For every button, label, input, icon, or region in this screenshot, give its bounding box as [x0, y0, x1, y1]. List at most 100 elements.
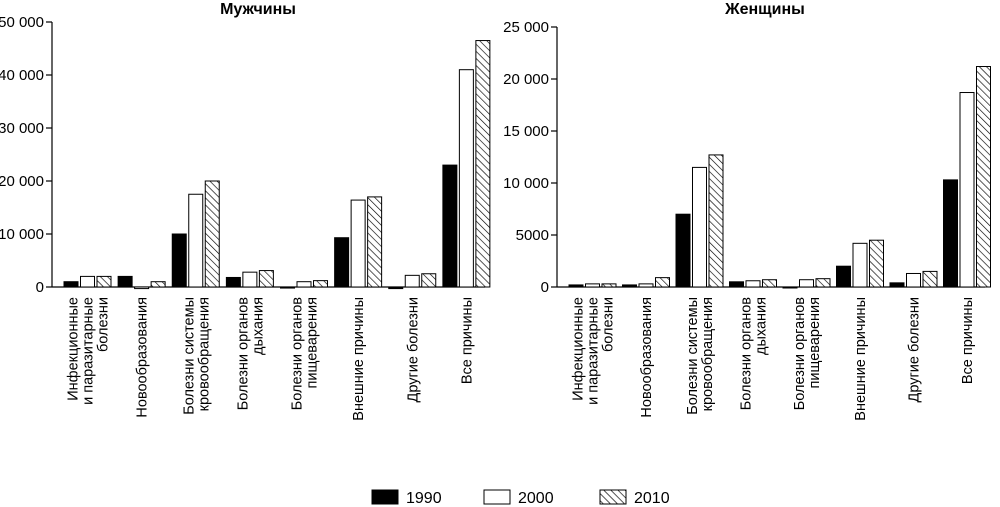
legend-swatch-2000: [483, 489, 511, 505]
men-y-tick-label: 10 000: [0, 226, 44, 243]
women-y-tick-label: 5000: [516, 227, 549, 244]
men-bar-2010: [204, 180, 220, 288]
women-y-tick-label: 0: [541, 279, 549, 296]
men-bar-2000: [404, 274, 420, 288]
legend-label-2010: 2010: [634, 490, 670, 507]
women-category-label: болезни: [601, 297, 617, 352]
men-bar-1990: [334, 237, 350, 288]
men-bar-2010: [96, 275, 112, 288]
women-category-label: Все причины: [960, 297, 976, 384]
women-category-label: и паразитарные: [586, 297, 602, 405]
women-bar-1990: [675, 213, 691, 288]
legend-swatch-1990: [371, 489, 399, 505]
men-bar-2000: [296, 281, 312, 288]
men-bar-2000: [134, 286, 150, 290]
men-bar-1990: [171, 233, 187, 288]
legend-item-2000: 2000: [483, 489, 554, 507]
women-bar-2010: [815, 278, 831, 288]
men-bar-1990: [63, 281, 79, 288]
men-bar-1990: [442, 164, 458, 288]
women-bar-2010: [869, 239, 884, 288]
women-bar-1990: [729, 281, 744, 288]
men-category-label: Болезни системы: [181, 297, 197, 415]
women-category-label: кровообращения: [700, 297, 716, 411]
legend-label-1990: 1990: [406, 490, 442, 507]
women-bar-1990: [943, 179, 958, 288]
men-category-label: Все причины: [459, 297, 475, 384]
women-bar-2000: [959, 92, 975, 288]
men-bar-2000: [80, 275, 95, 288]
men-category-label: Инфекционные: [66, 297, 82, 401]
women-category-label: Болезни системы: [685, 297, 701, 415]
women-bar-2010: [708, 154, 724, 288]
men-category-label: Внешние причины: [351, 297, 367, 421]
men-bar-1990: [388, 286, 404, 290]
men-category-label: кровообращения: [196, 297, 212, 411]
men-category-label: Новообразования: [135, 297, 151, 418]
men-bar-2000: [242, 271, 258, 288]
men-bar-1990: [280, 286, 295, 289]
men-bar-2010: [367, 196, 383, 288]
women-category-label: Внешние причины: [853, 297, 869, 421]
women-bar-1990: [836, 265, 851, 288]
men-bar-2010: [421, 273, 437, 288]
women-y-tick-label: 25 000: [503, 19, 549, 36]
men-y-tick-label: 30 000: [0, 120, 44, 137]
women-bar-1990: [568, 284, 584, 288]
women-category-label: пищеварения: [807, 297, 823, 388]
women-category-label: Новообразования: [639, 297, 655, 418]
women-bar-1990: [782, 286, 798, 289]
women-category-label: дыхания: [754, 297, 770, 355]
women-bar-2010: [976, 66, 991, 288]
women-bar-1990: [622, 284, 637, 288]
men-bar-2010: [258, 270, 274, 288]
women-bar-1990: [889, 282, 905, 288]
women-category-label: Болезни органов: [792, 297, 808, 410]
women-bar-2010: [655, 277, 670, 288]
women-chart-title: Женщины: [724, 1, 805, 18]
women-bar-2000: [692, 166, 707, 288]
men-bar-1990: [225, 276, 241, 288]
men-category-label: дыхания: [250, 297, 266, 355]
men-bar-2000: [188, 193, 204, 288]
men-category-label: и паразитарные: [81, 297, 97, 405]
men-category-label: пищеварения: [305, 297, 321, 388]
men-y-tick-label: 0: [36, 279, 44, 296]
men-bar-2010: [150, 281, 166, 288]
men-category-label: Другие болезни: [405, 297, 421, 402]
men-bar-1990: [117, 275, 133, 288]
women-chart: Женщины 0 5000 10 000 15 000 20 000 25 000 Инфе…: [503, 1, 991, 421]
women-y-tick-label: 10 000: [503, 175, 549, 192]
legend-swatch-2010: [599, 489, 627, 505]
women-bar-2000: [799, 279, 814, 288]
men-bar-2000: [458, 69, 474, 288]
men-category-label: болезни: [96, 297, 112, 352]
women-bar-2010: [762, 279, 777, 288]
men-y-tick-label: 20 000: [0, 173, 44, 190]
women-bar-2010: [601, 283, 617, 288]
legend-label-2000: 2000: [518, 490, 554, 507]
women-bar-2000: [638, 283, 654, 288]
women-category-label: Болезни органов: [739, 297, 755, 410]
legend-item-2010: 2010: [599, 489, 670, 507]
men-bar-2010: [313, 280, 328, 288]
women-bar-2000: [852, 242, 868, 288]
men-category-label: Болезни органов: [235, 297, 251, 410]
women-y-tick-label: 20 000: [503, 71, 549, 88]
legend-item-1990: 1990: [371, 489, 442, 507]
men-bar-2000: [350, 199, 366, 288]
legend: 1990 2000 2010: [371, 489, 670, 507]
women-bar-2000: [585, 283, 600, 288]
men-chart: Мужчины 0 10 000 20 000 30 000 40 000 50 000 Ин…: [0, 1, 491, 421]
women-category-label: Другие болезни: [907, 297, 923, 402]
women-bar-2000: [906, 272, 921, 288]
women-category-label: Инфекционные: [571, 297, 587, 401]
women-bar-2000: [745, 280, 761, 288]
men-bar-2010: [475, 40, 491, 288]
men-y-tick-label: 40 000: [0, 67, 44, 84]
men-chart-title: Мужчины: [220, 1, 296, 18]
men-category-label: Болезни органов: [290, 297, 306, 410]
women-bar-2010: [922, 270, 938, 288]
women-y-tick-label: 15 000: [503, 123, 549, 140]
